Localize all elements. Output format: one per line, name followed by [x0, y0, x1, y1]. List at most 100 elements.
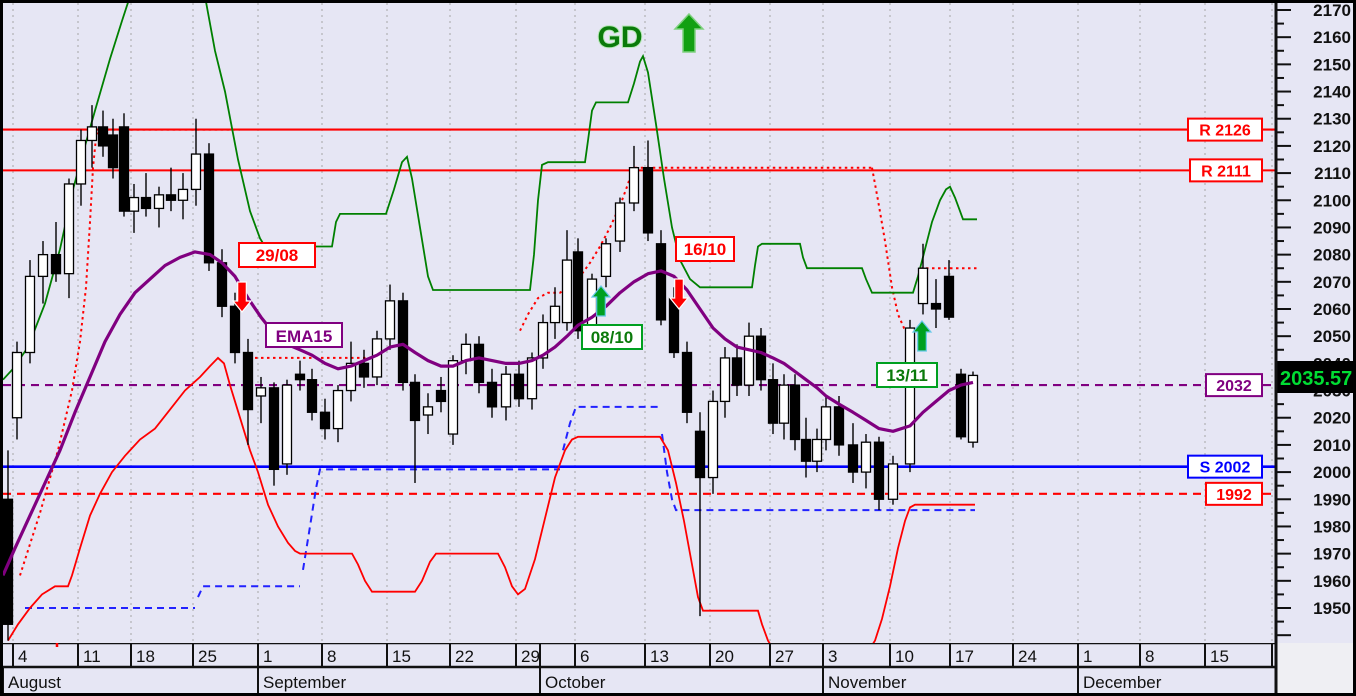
- candle-up: [177, 188, 189, 201]
- y-axis-label: 2010: [1313, 436, 1351, 455]
- x-axis: 4111825181522296132027310172418152August…: [0, 643, 1276, 694]
- candle-down: [242, 351, 254, 411]
- candle-down: [943, 275, 955, 318]
- candle-up: [281, 384, 293, 465]
- week-label: 1: [1083, 647, 1092, 666]
- week-label: 1: [263, 647, 272, 666]
- ema-label: EMA15: [265, 322, 343, 348]
- candle-up: [860, 441, 872, 473]
- candle-up: [917, 267, 929, 305]
- candle-down: [731, 357, 743, 386]
- y-axis-label: 2170: [1313, 1, 1351, 20]
- candle-up: [190, 153, 202, 191]
- month-row-bg: [0, 667, 1276, 694]
- candle-down: [229, 305, 241, 354]
- candle-down: [800, 438, 812, 462]
- candle-up: [811, 438, 823, 462]
- y-axis-label: 2110: [1314, 164, 1351, 183]
- week-label: 17: [955, 647, 974, 666]
- y-axis-label: 2000: [1313, 463, 1351, 482]
- candle-down: [486, 381, 498, 408]
- candle-down: [681, 351, 693, 413]
- trailing-stop-long-line: [661, 433, 975, 512]
- week-label: 20: [715, 647, 734, 666]
- ema-label-text: EMA15: [276, 327, 333, 346]
- candle-down: [694, 430, 706, 479]
- candle-down: [294, 373, 306, 381]
- candle-down: [140, 196, 152, 210]
- trailing-stop-long-line: [302, 468, 560, 571]
- week-label: 18: [136, 647, 155, 666]
- level-label-s-2002: [1187, 454, 1263, 479]
- week-label: 8: [327, 647, 336, 666]
- signal-annotations: 29/08 08/10 16/10 13/11: [231, 236, 938, 388]
- candle-down: [833, 406, 845, 446]
- week-label: 11: [83, 647, 101, 666]
- candle-down: [955, 373, 967, 438]
- y-axis-label: 1970: [1313, 545, 1351, 564]
- candle-up: [549, 305, 561, 324]
- candle-up: [719, 357, 731, 403]
- y-axis-label: 2150: [1313, 55, 1351, 74]
- candle-up: [778, 384, 790, 424]
- sell-arrow-icon: [668, 278, 690, 310]
- candle-up: [743, 335, 755, 386]
- candle-down: [767, 379, 779, 424]
- candle-up: [967, 374, 979, 443]
- candle-up: [422, 406, 434, 416]
- chart-symbol: GD: [598, 21, 643, 54]
- candle-up: [153, 194, 165, 210]
- candle-up: [600, 243, 612, 278]
- week-label: 6: [580, 647, 589, 666]
- y-axis-label: 2050: [1313, 327, 1351, 346]
- y-axis-label: 1990: [1313, 490, 1351, 509]
- signal-label-text: 16/10: [684, 240, 727, 259]
- candle-up: [128, 196, 140, 212]
- week-label: 8: [1145, 647, 1154, 666]
- signal-label-text: 08/10: [591, 328, 634, 347]
- candle-down: [268, 387, 280, 471]
- y-axis: 2170 2160 2150 2140 2130 2120 2110 2100 2090 2080…: [1187, 1, 1351, 637]
- candle-up: [37, 253, 49, 278]
- level-label-text: 2032: [1216, 378, 1252, 395]
- candle-down: [755, 335, 767, 381]
- level-label-1992: [1205, 481, 1263, 506]
- week-label: 27: [775, 647, 794, 666]
- month-label: September: [263, 673, 346, 692]
- last-price-text: 2035.57: [1280, 368, 1352, 390]
- candle-up: [561, 259, 573, 324]
- month-label: August: [8, 673, 61, 692]
- signal-label-box: [675, 236, 735, 262]
- candle-down: [572, 251, 584, 332]
- level-label-text: 1992: [1216, 487, 1252, 504]
- candle-up: [537, 321, 549, 359]
- lower-channel-line: [7, 356, 975, 651]
- candle-down: [873, 441, 885, 500]
- candle-up: [11, 351, 23, 419]
- week-label: 22: [455, 647, 474, 666]
- signal-label-box: [876, 362, 938, 388]
- candle-up: [887, 463, 899, 500]
- candle-up: [628, 167, 640, 204]
- week-label: 4: [18, 647, 27, 666]
- candle-up: [255, 387, 267, 397]
- upper-channel-line: [205, 3, 977, 294]
- buy-arrow-icon: [911, 320, 933, 352]
- y-axis-label: 2090: [1313, 218, 1351, 237]
- indicator-lines: [3, 3, 977, 651]
- candle-up: [345, 362, 357, 392]
- y-axis-label: 2060: [1313, 300, 1351, 319]
- trailing-stop-short-line: [871, 167, 909, 332]
- candle-up: [24, 275, 36, 354]
- y-axis-label: 1960: [1313, 572, 1351, 591]
- sell-arrow-icon: [231, 281, 253, 313]
- candle-up: [384, 300, 396, 340]
- candle-up: [614, 202, 626, 242]
- y-axis-label: 1950: [1313, 599, 1351, 618]
- candle-down: [97, 126, 109, 147]
- candle-down: [50, 253, 62, 275]
- y-axis-label: 2020: [1313, 409, 1351, 428]
- candle-up: [500, 373, 512, 408]
